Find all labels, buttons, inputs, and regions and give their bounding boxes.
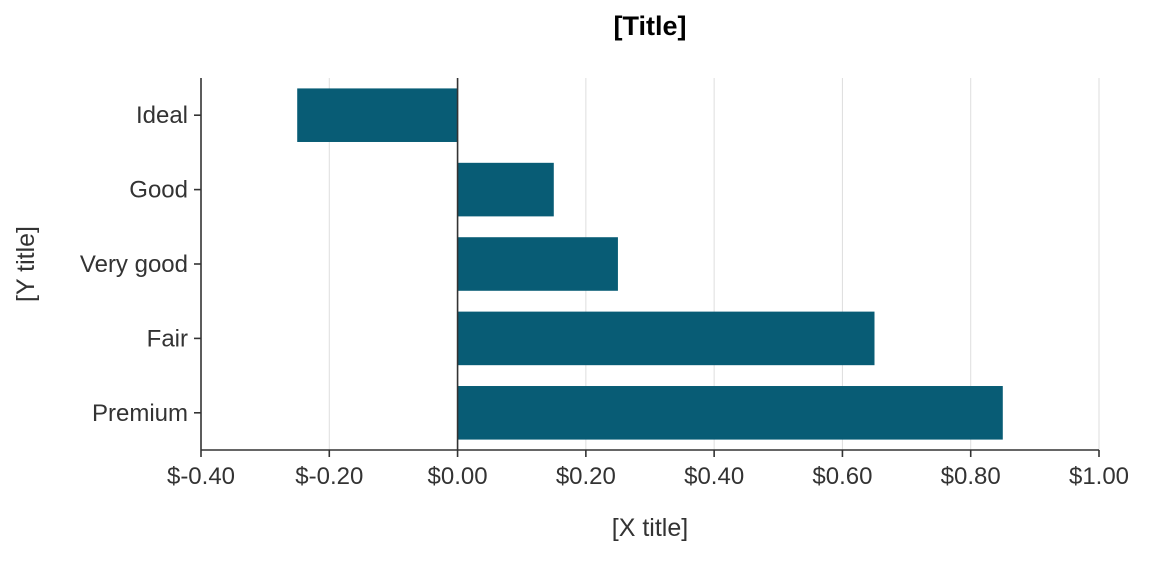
x-tick-label: $0.60 [812, 463, 872, 490]
y-tick-label: Premium [92, 400, 188, 427]
y-axis-title: [Y title] [12, 226, 40, 302]
x-tick-label: $0.40 [684, 463, 744, 490]
chart-title: [Title] [614, 11, 687, 41]
bars [297, 88, 1003, 440]
y-tick-label: Fair [147, 325, 188, 352]
y-tick-label: Ideal [136, 102, 188, 129]
bar-ideal [297, 88, 458, 142]
x-tick-label: $0.80 [941, 463, 1001, 490]
y-tick-label: Good [129, 177, 188, 204]
tick-labels: $-0.40 $-0.20 $0.00 $0.20 $0.40 $0.60 $0.80 $1.… [80, 102, 1129, 490]
bar-very-good [457, 237, 618, 291]
x-tick-label: $-0.40 [167, 463, 235, 490]
axes [194, 78, 1100, 457]
x-tick-label: $1.00 [1069, 463, 1129, 490]
x-tick-label: $0.00 [428, 463, 488, 490]
x-axis-title: [X title] [612, 514, 688, 542]
bar-premium [457, 386, 1003, 440]
y-tick-label: Very good [80, 251, 188, 278]
bar-good [457, 162, 554, 217]
x-tick-label: $-0.20 [295, 463, 363, 490]
bar-fair [457, 311, 875, 366]
x-tick-label: $0.20 [556, 463, 616, 490]
